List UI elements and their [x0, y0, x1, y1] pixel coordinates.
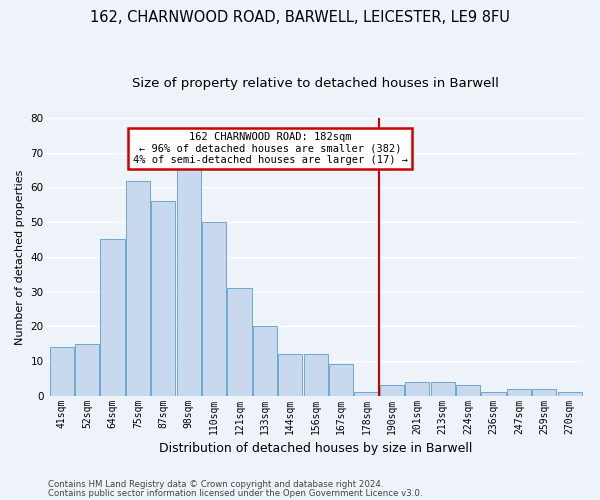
Bar	[431, 382, 455, 396]
Bar	[380, 385, 404, 396]
Bar	[227, 288, 251, 396]
Bar	[304, 354, 328, 396]
X-axis label: Distribution of detached houses by size in Barwell: Distribution of detached houses by size …	[159, 442, 472, 455]
Bar	[126, 180, 150, 396]
Bar	[75, 344, 99, 396]
Bar	[532, 388, 556, 396]
Y-axis label: Number of detached properties: Number of detached properties	[15, 169, 25, 344]
Bar	[202, 222, 226, 396]
Bar	[329, 364, 353, 396]
Bar	[253, 326, 277, 396]
Text: Contains public sector information licensed under the Open Government Licence v3: Contains public sector information licen…	[48, 490, 422, 498]
Title: Size of property relative to detached houses in Barwell: Size of property relative to detached ho…	[132, 78, 499, 90]
Text: 162 CHARNWOOD ROAD: 182sqm
← 96% of detached houses are smaller (382)
4% of semi: 162 CHARNWOOD ROAD: 182sqm ← 96% of deta…	[133, 132, 407, 165]
Bar	[355, 392, 379, 396]
Bar	[176, 163, 201, 396]
Bar	[405, 382, 430, 396]
Bar	[100, 240, 125, 396]
Text: 162, CHARNWOOD ROAD, BARWELL, LEICESTER, LE9 8FU: 162, CHARNWOOD ROAD, BARWELL, LEICESTER,…	[90, 10, 510, 25]
Text: Contains HM Land Registry data © Crown copyright and database right 2024.: Contains HM Land Registry data © Crown c…	[48, 480, 383, 489]
Bar	[278, 354, 302, 396]
Bar	[481, 392, 506, 396]
Bar	[456, 385, 480, 396]
Bar	[557, 392, 582, 396]
Bar	[151, 202, 175, 396]
Bar	[507, 388, 531, 396]
Bar	[50, 347, 74, 396]
